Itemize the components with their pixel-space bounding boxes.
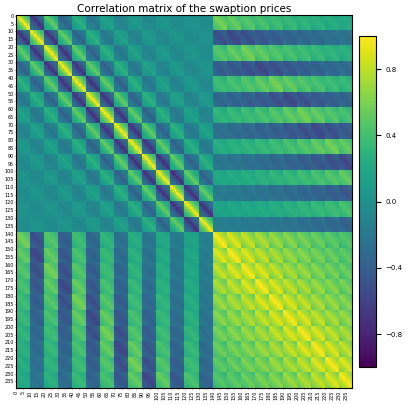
Title: Correlation matrix of the swaption prices: Correlation matrix of the swaption price… xyxy=(77,4,291,14)
